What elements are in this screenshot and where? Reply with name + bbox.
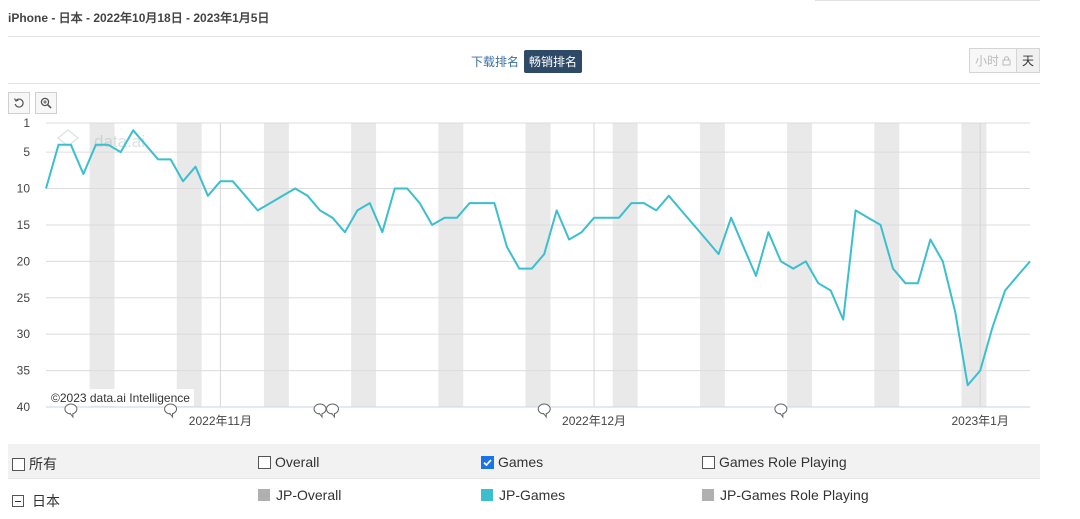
legend-series-jp-games-rpg[interactable]: JP-Games Role Playing [702, 487, 869, 503]
weekend-band [961, 123, 987, 407]
legend-series-jp-overall-label: JP-Overall [276, 487, 342, 503]
weekend-band [699, 123, 725, 407]
y-tick-label: 15 [17, 218, 31, 232]
title-divider [8, 36, 1040, 37]
series-swatch [702, 489, 714, 501]
annotation-bubble-icon [325, 403, 339, 415]
annotation-tail [169, 412, 174, 419]
annotation-marker [64, 403, 78, 419]
annotation-marker [774, 403, 788, 419]
legend-all-label: 所有 [29, 456, 57, 472]
granularity-hour-label: 小时 [974, 54, 999, 68]
legend-series-jp-games[interactable]: JP-Games [481, 487, 565, 503]
granularity-hour-button[interactable]: 小时 [969, 49, 1016, 72]
legend-country-label: 日本 [32, 493, 60, 509]
weekend-band [612, 123, 638, 407]
y-tick-label: 5 [23, 145, 30, 159]
reset-icon [13, 98, 24, 108]
legend-country-toggle[interactable]: 日本 [12, 491, 60, 511]
y-tick-label: 30 [17, 327, 31, 341]
series-line [45, 129, 1031, 387]
annotation-marker [325, 403, 339, 419]
y-tick-label: 35 [17, 364, 31, 378]
y-tick-label: 20 [17, 254, 31, 268]
annotation-bubble-icon [164, 403, 178, 415]
collapse-icon [12, 495, 24, 507]
top-divider [815, 0, 1040, 1]
annotation-tail [331, 412, 335, 419]
annotation-tail [69, 412, 74, 419]
legend-games-rpg-checkbox[interactable]: Games Role Playing [702, 454, 847, 470]
legend-series-jp-overall[interactable]: JP-Overall [258, 487, 341, 503]
legend-series-jp-games-rpg-label: JP-Games Role Playing [720, 487, 869, 503]
annotation-tail [542, 412, 547, 419]
reset-zoom-button[interactable] [8, 92, 30, 114]
y-tick-label: 10 [17, 182, 31, 196]
watermark-logo: data.ai [57, 129, 145, 151]
annotation-tail [779, 412, 784, 419]
page-title: iPhone - 日本 - 2022年10月18日 - 2023年1月5日 [8, 11, 270, 25]
granularity-toggle: 小时 天 [968, 48, 1040, 73]
annotation-bubble-icon [64, 403, 78, 415]
rank-tabs: 下载排名 畅销排名 [471, 50, 583, 73]
legend-games-label: Games [498, 454, 544, 470]
legend-overall-checkbox[interactable]: Overall [258, 454, 319, 470]
weekend-band [438, 123, 464, 407]
annotation-marker [313, 403, 327, 419]
legend-games-rpg-label: Games Role Playing [719, 454, 847, 470]
copyright-text: ©2023 data.ai Intelligence [51, 391, 190, 405]
legend-games-checkbox[interactable]: Games [481, 454, 543, 470]
annotation-bubble-icon [537, 403, 551, 415]
weekend-band [525, 123, 551, 407]
x-tick-label: 2022年12月 [562, 414, 626, 428]
x-tick-label: 2022年11月 [189, 414, 252, 428]
toolbar-divider [8, 83, 1040, 84]
checkbox-icon [12, 457, 25, 471]
annotation-tail [318, 412, 323, 419]
annotation-marker [537, 403, 551, 419]
legend-panel: 所有 Overall Games Games Role Playing 日本 J… [8, 444, 1040, 519]
checkbox-icon [258, 455, 271, 469]
legend-overall-label: Overall [275, 454, 320, 470]
checkbox-icon [702, 455, 715, 469]
tab-grossing-rank[interactable]: 畅销排名 [524, 50, 583, 73]
legend-category-row: 所有 Overall Games Games Role Playing [8, 444, 1040, 478]
y-tick-label: 40 [17, 400, 31, 414]
watermark-icon [57, 129, 79, 147]
legend-series-row: 日本 JP-Overall JP-Games JP-Games Role Pla… [8, 478, 1040, 519]
weekend-band [351, 123, 377, 407]
weekend-band [263, 123, 289, 407]
series-swatch [481, 489, 493, 501]
series-swatch [258, 489, 270, 501]
annotation-bubble-icon [313, 403, 327, 415]
annotation-bubble-icon [774, 403, 788, 415]
lock-icon [1002, 55, 1011, 65]
granularity-day-button[interactable]: 天 [1015, 49, 1039, 72]
weekend-band [89, 123, 115, 407]
weekend-band [874, 123, 900, 407]
legend-all-checkbox[interactable]: 所有 [12, 454, 57, 474]
x-tick-label: 2023年1月 [951, 414, 1008, 428]
annotation-marker [164, 403, 178, 419]
y-tick-label: 1 [23, 118, 30, 130]
weekend-band [176, 123, 202, 407]
y-tick-label: 25 [17, 291, 31, 305]
zoom-icon [40, 97, 52, 109]
watermark-text: data.ai [94, 132, 145, 151]
tab-downloads-rank[interactable]: 下载排名 [471, 55, 520, 69]
checkbox-checked-icon [481, 455, 494, 469]
legend-series-jp-games-label: JP-Games [499, 487, 566, 503]
copyright-box [48, 389, 194, 406]
zoom-button[interactable] [35, 92, 57, 114]
